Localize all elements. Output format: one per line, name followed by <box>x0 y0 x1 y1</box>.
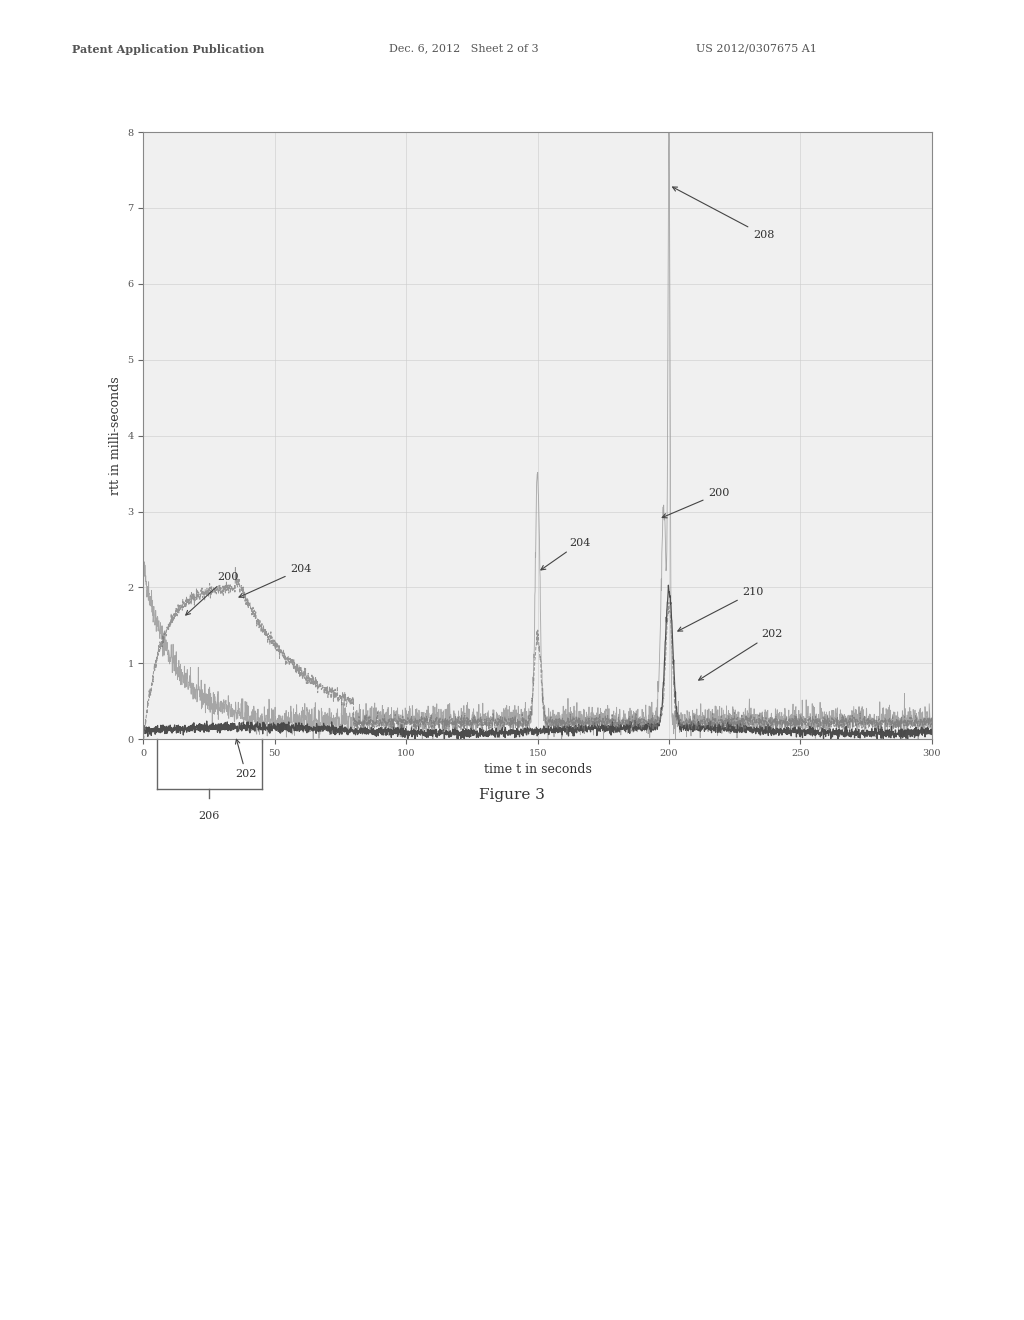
Text: 200: 200 <box>663 488 730 517</box>
Y-axis label: rtt in milli-seconds: rtt in milli-seconds <box>109 376 122 495</box>
Text: 204: 204 <box>541 537 591 570</box>
Text: 202: 202 <box>236 739 257 779</box>
Text: 208: 208 <box>673 187 774 240</box>
Text: 200: 200 <box>185 572 239 615</box>
Text: Dec. 6, 2012   Sheet 2 of 3: Dec. 6, 2012 Sheet 2 of 3 <box>389 44 539 54</box>
Text: 204: 204 <box>239 564 312 598</box>
Text: 210: 210 <box>678 587 764 631</box>
Text: US 2012/0307675 A1: US 2012/0307675 A1 <box>696 44 817 54</box>
Text: 202: 202 <box>698 628 782 680</box>
Text: Patent Application Publication: Patent Application Publication <box>72 44 264 54</box>
Text: Figure 3: Figure 3 <box>479 788 545 801</box>
X-axis label: time t in seconds: time t in seconds <box>483 763 592 776</box>
Text: 206: 206 <box>199 812 220 821</box>
